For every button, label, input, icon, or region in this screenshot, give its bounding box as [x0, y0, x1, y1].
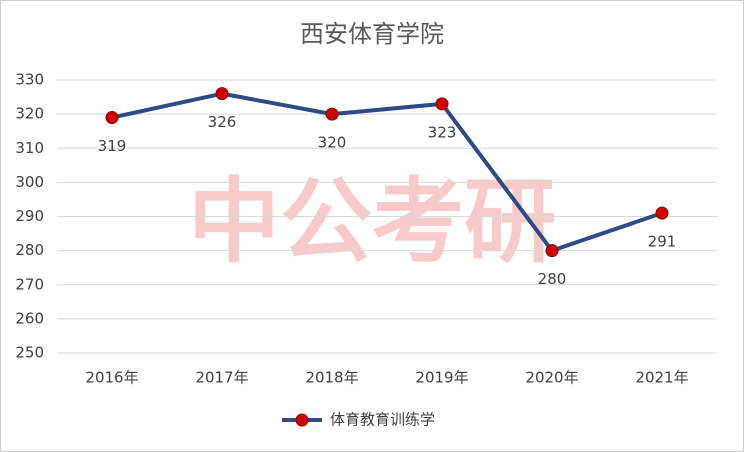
point-marker	[655, 206, 669, 220]
data-label: 319	[98, 137, 127, 155]
chart-title: 西安体育学院	[300, 20, 444, 48]
series-line	[111, 91, 663, 253]
x-tick-label: 2016年	[85, 369, 138, 387]
point-marker	[545, 244, 559, 258]
data-label: 320	[318, 134, 347, 152]
point-marker	[435, 97, 449, 111]
legend-marker	[295, 413, 309, 427]
data-label: 326	[208, 113, 237, 131]
y-tick-label: 300	[15, 173, 44, 191]
x-tick-label: 2021年	[635, 369, 688, 387]
watermark: 中公考研	[188, 168, 556, 275]
y-tick-label: 250	[15, 344, 44, 362]
y-tick-label: 320	[15, 105, 44, 123]
x-tick-label: 2018年	[305, 369, 358, 387]
point-marker	[325, 107, 339, 121]
legend-label: 体育教育训练学	[330, 411, 435, 429]
x-tick-label: 2019年	[415, 369, 468, 387]
y-tick-label: 330	[15, 71, 44, 89]
y-tick-label: 290	[15, 207, 44, 225]
y-tick-label: 280	[15, 241, 44, 259]
x-tick-label: 2020年	[525, 369, 578, 387]
y-tick-label: 260	[15, 309, 44, 327]
y-tick-label: 270	[15, 275, 44, 293]
data-label: 323	[428, 123, 457, 141]
point-marker	[215, 87, 229, 101]
data-label: 291	[648, 233, 677, 251]
y-tick-label: 310	[15, 139, 44, 157]
data-label: 280	[538, 270, 567, 288]
x-tick-label: 2017年	[195, 369, 248, 387]
point-marker	[105, 111, 119, 125]
